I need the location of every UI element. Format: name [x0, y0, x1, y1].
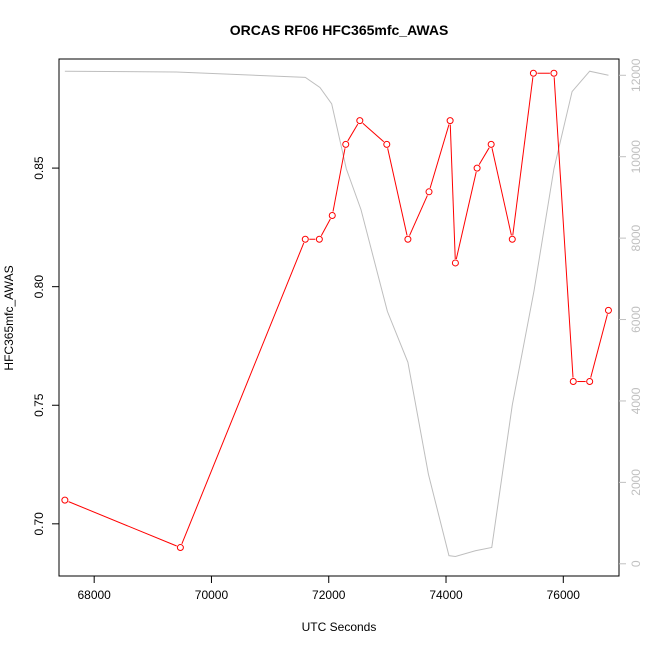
- y2-tick-label: 4000: [629, 387, 643, 414]
- x-tick-label: 74000: [429, 588, 463, 602]
- y2-tick-label: 0: [629, 560, 643, 567]
- data-point: [176, 544, 184, 552]
- data-point: [328, 212, 336, 220]
- data-point: [529, 69, 537, 77]
- data-point: [446, 117, 454, 125]
- x-tick-label: 70000: [195, 588, 229, 602]
- x-axis: 68000 70000 72000 74000 76000: [77, 576, 580, 602]
- data-point: [451, 259, 459, 267]
- y-axis-label: HFC365mfc_AWAS: [2, 265, 16, 370]
- data-point: [586, 378, 594, 386]
- data-point: [383, 140, 391, 148]
- y-axis-right: 0 2000 4000 6000 8000 10000 12000: [619, 58, 643, 567]
- x-axis-label: UTC Seconds: [302, 620, 377, 634]
- data-point: [473, 164, 481, 172]
- data-point: [61, 496, 69, 504]
- series-segment: [429, 124, 450, 189]
- series-segment: [332, 148, 346, 212]
- plot-area-border: [58, 58, 620, 577]
- series-segment: [512, 77, 534, 236]
- y2-tick-label: 2000: [629, 469, 643, 496]
- y2-tick-label: 6000: [629, 306, 643, 333]
- series-segment: [387, 148, 408, 236]
- series-segment: [347, 123, 359, 142]
- series-segment: [320, 218, 331, 236]
- altitude-line: [64, 70, 609, 557]
- series-segment: [181, 242, 305, 545]
- data-point: [550, 69, 558, 77]
- x-tick-label: 76000: [547, 588, 581, 602]
- y-axis-left: 0.70 0.75 0.80 0.85: [32, 156, 59, 536]
- data-point: [508, 235, 516, 243]
- y2-tick-label: 8000: [629, 224, 643, 251]
- data-point: [356, 117, 364, 125]
- data-point: [315, 235, 323, 243]
- chart-title: ORCAS RF06 HFC365mfc_AWAS: [230, 22, 449, 38]
- x-tick-label: 68000: [77, 588, 111, 602]
- series-segment: [455, 171, 477, 260]
- data-point: [487, 140, 495, 148]
- series-segment: [478, 147, 490, 165]
- data-point: [604, 306, 612, 314]
- data-point: [404, 235, 412, 243]
- y-tick-label: 0.85: [32, 156, 46, 180]
- data-point: [301, 235, 309, 243]
- series-segment: [553, 77, 574, 378]
- x-tick-label: 72000: [312, 588, 346, 602]
- series-segment: [362, 122, 385, 143]
- series-segment: [68, 501, 177, 547]
- series-layer: [61, 69, 612, 557]
- y-tick-label: 0.75: [32, 393, 46, 417]
- series-segment: [491, 148, 512, 236]
- y2-tick-label: 12000: [629, 58, 643, 92]
- y-tick-label: 0.80: [32, 275, 46, 299]
- series-segment: [449, 124, 456, 259]
- data-point: [569, 378, 577, 386]
- data-point: [425, 188, 433, 196]
- y2-tick-label: 10000: [629, 140, 643, 174]
- data-point: [342, 140, 350, 148]
- y-tick-label: 0.70: [32, 512, 46, 536]
- series-segment: [409, 195, 428, 236]
- series-segment: [590, 314, 608, 378]
